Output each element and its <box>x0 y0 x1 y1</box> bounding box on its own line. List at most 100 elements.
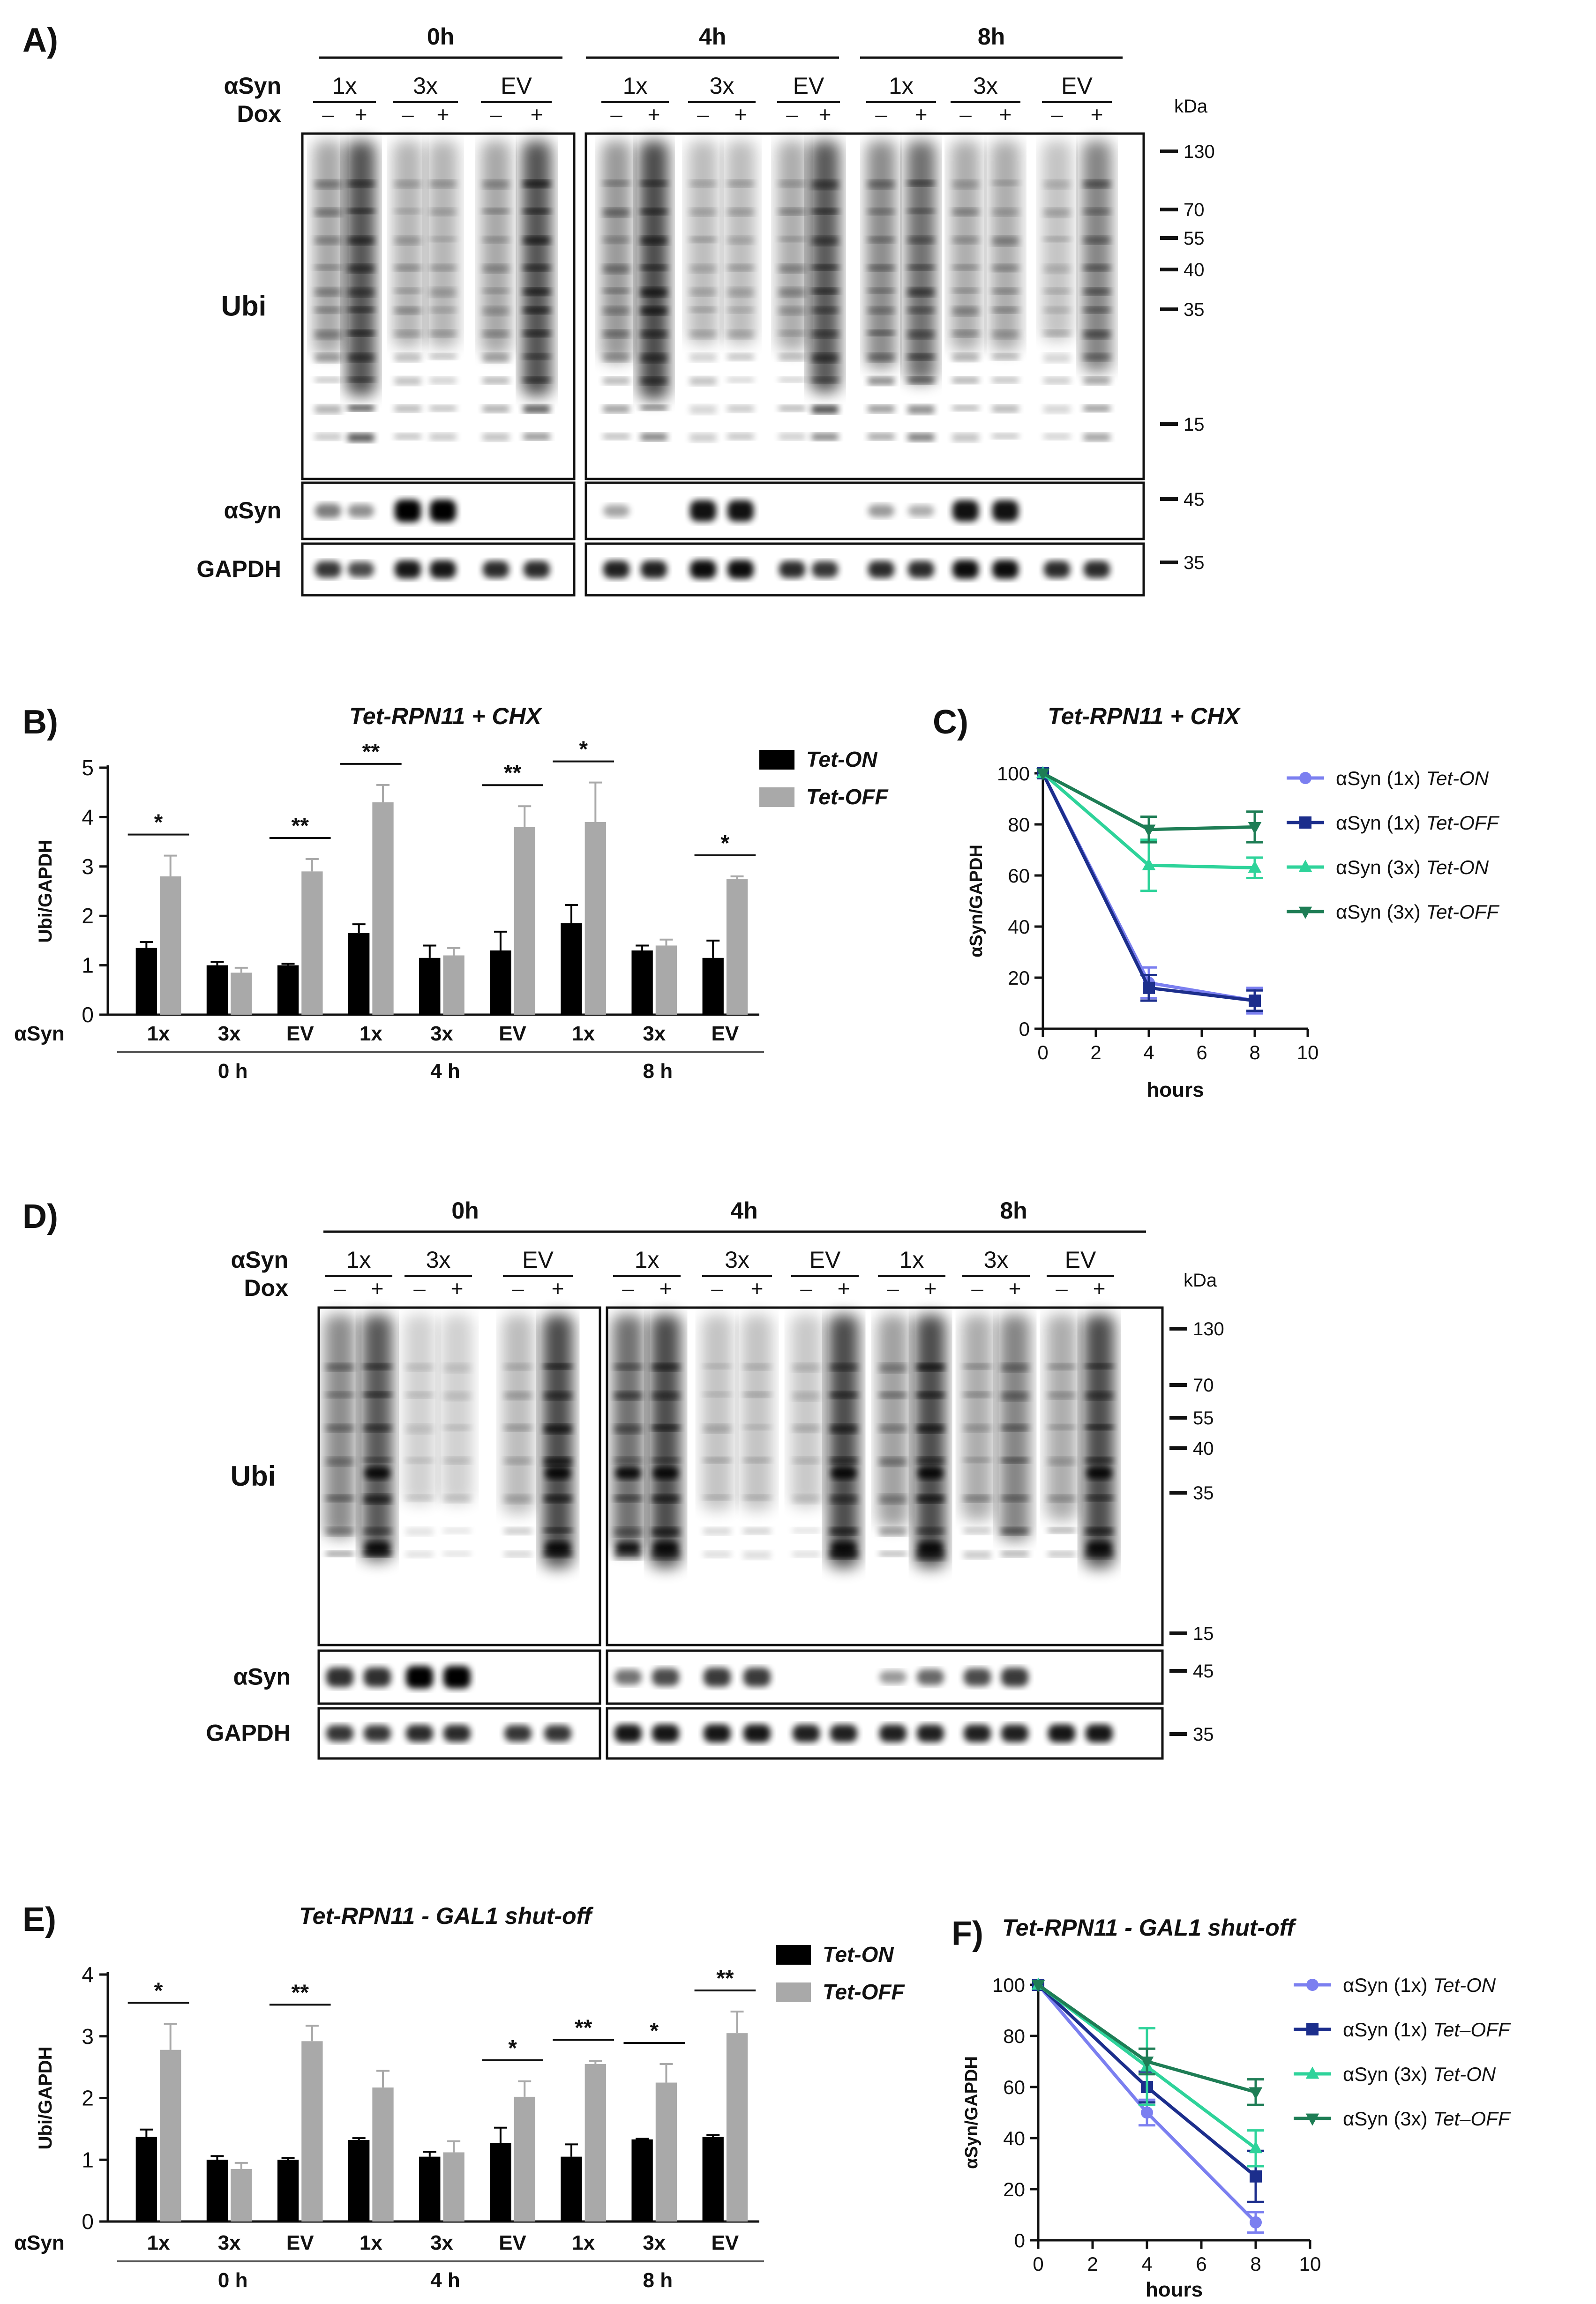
gapdh-band <box>1086 1724 1113 1743</box>
row-label-asyn: αSyn <box>224 73 281 99</box>
gapdh-band <box>641 561 667 578</box>
legend-label: αSyn (1x) Tet-ON <box>1336 767 1489 789</box>
y-tick-label: 4 <box>82 805 94 829</box>
ubi-band <box>641 330 667 338</box>
ubi-band <box>614 1458 642 1464</box>
ubi-band <box>908 265 934 270</box>
data-point <box>1299 772 1311 784</box>
ubi-band <box>326 1425 353 1432</box>
ubi-lane-smear <box>906 141 936 441</box>
dox-sign: – <box>622 1276 634 1301</box>
ubi-band <box>348 434 374 442</box>
dox-sign: – <box>959 102 972 127</box>
bar <box>160 876 181 1015</box>
group-label: 8 h <box>643 1060 673 1083</box>
ubi-band <box>779 354 805 361</box>
asyn-band <box>952 500 979 522</box>
ubi-band <box>364 1495 391 1504</box>
ubi-band <box>690 180 716 187</box>
ubi-band <box>603 288 629 293</box>
ubi-band <box>1048 1551 1075 1557</box>
blot-label-asyn: αSyn <box>224 497 281 524</box>
ubi-lane-smear <box>393 141 423 440</box>
dox-sign: – <box>887 1276 899 1301</box>
gapdh-band <box>652 1724 679 1743</box>
ubi-band <box>1044 237 1070 242</box>
x-tick-label: 10 <box>1297 1041 1319 1063</box>
ubi-lane-smear <box>542 1315 573 1568</box>
ubi-band <box>1084 180 1110 188</box>
ubi-band <box>879 1458 907 1466</box>
ubi-band <box>830 1364 857 1371</box>
ubi-lane-smear <box>915 1315 946 1568</box>
data-point <box>1249 995 1261 1007</box>
legend-label: Tet-ON <box>806 747 877 771</box>
ubi-band <box>1084 237 1110 244</box>
category-label: EV <box>286 2231 314 2254</box>
data-point <box>1248 860 1262 873</box>
ubi-band <box>1044 330 1070 337</box>
ubi-band <box>1084 330 1110 338</box>
y-tick-label: 2 <box>82 2086 94 2110</box>
ubi-band <box>793 1392 820 1400</box>
ubi-lane-smear <box>828 1315 859 1568</box>
ubi-smear <box>777 141 807 352</box>
gapdh-band <box>908 561 934 578</box>
ubi-band <box>992 307 1019 313</box>
data-point <box>1142 824 1156 837</box>
ubi-band <box>315 307 341 313</box>
ubi-band <box>395 377 421 385</box>
ubi-band <box>483 265 509 273</box>
ubi-band <box>504 1392 532 1399</box>
bar <box>726 2033 748 2222</box>
ubi-band <box>779 237 805 242</box>
asyn-band <box>868 504 894 517</box>
ubi-band <box>830 1528 857 1534</box>
asyn-band <box>652 1668 679 1686</box>
gapdh-band <box>868 561 894 578</box>
dox-sign: + <box>734 102 747 127</box>
ubi-band <box>793 1495 820 1504</box>
ubi-band <box>395 307 421 314</box>
gapdh-band <box>544 1725 571 1742</box>
data-point <box>1298 860 1312 872</box>
bar <box>348 933 370 1015</box>
significance-mark: ** <box>362 740 380 764</box>
ubi-band <box>704 1364 731 1369</box>
ubi-band <box>652 1425 679 1431</box>
ubi-band <box>641 265 667 270</box>
legend-label: αSyn (3x) Tet–OFF <box>1343 2108 1511 2130</box>
significance-mark: * <box>579 737 588 762</box>
asyn-band <box>917 1669 944 1685</box>
x-row-label: αSyn <box>14 2231 65 2254</box>
ubi-band <box>952 354 979 361</box>
ubi-band <box>908 237 934 244</box>
ubi-band <box>952 209 979 216</box>
kda-marker-label: 35 <box>1184 299 1205 320</box>
category-label: 3x <box>218 2231 241 2254</box>
ubi-band <box>727 405 754 412</box>
ubi-band <box>908 288 934 296</box>
ubi-band <box>483 434 509 441</box>
ubi-band <box>1048 1392 1075 1399</box>
ubi-band <box>544 1364 571 1369</box>
ubi-band <box>992 330 1019 338</box>
ubi-band <box>1084 377 1110 384</box>
ubi-band <box>964 1495 991 1502</box>
data-point <box>1142 858 1156 870</box>
ubi-band <box>868 434 894 440</box>
ubi-band <box>395 237 421 245</box>
bar <box>301 2041 323 2222</box>
ubi-band <box>727 330 754 339</box>
gapdh-band <box>603 561 629 578</box>
ubi-band <box>443 1528 471 1534</box>
ubi-band <box>952 330 979 337</box>
y-tick-label: 40 <box>1008 916 1030 938</box>
dox-sign: – <box>512 1276 524 1301</box>
ubi-lane-smear <box>702 1315 733 1557</box>
gapdh-band <box>952 560 979 579</box>
ubi-band <box>812 307 838 314</box>
ubi-band <box>879 1364 907 1372</box>
ubi-band <box>704 1551 731 1557</box>
gapdh-band <box>395 560 421 579</box>
